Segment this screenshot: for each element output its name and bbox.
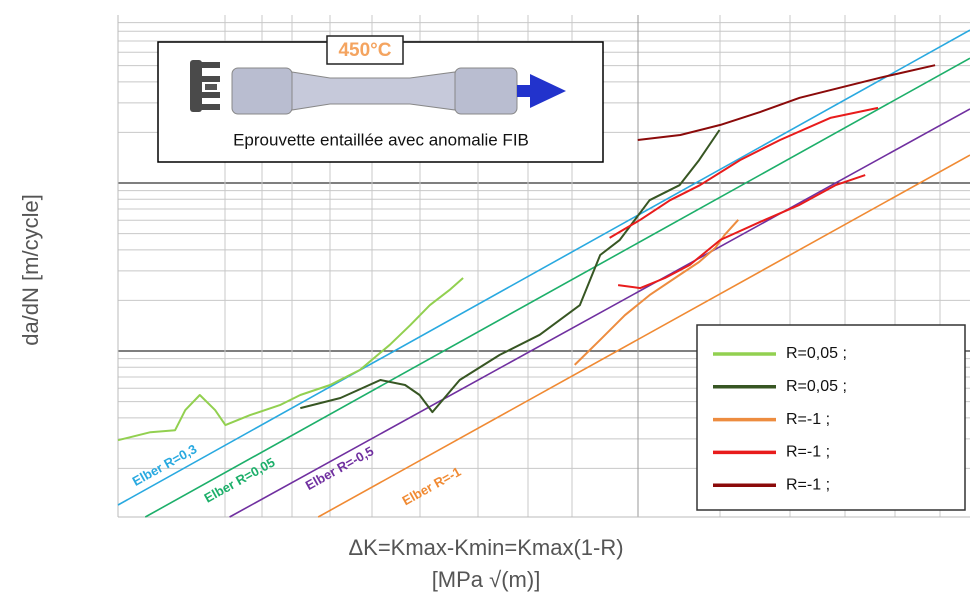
specimen-body — [291, 71, 456, 111]
legend-label: R=-1 ; — [786, 411, 830, 428]
legend-label: R=-1 ; — [786, 476, 830, 493]
inset-caption: Eprouvette entaillée avec anomalie FIB — [233, 130, 529, 149]
elber-line — [144, 57, 970, 518]
specimen-head — [231, 67, 293, 115]
legend-box — [696, 324, 966, 511]
arrow-shaft — [517, 85, 533, 97]
grip — [190, 60, 202, 112]
grip — [205, 84, 217, 90]
grip — [200, 92, 220, 98]
legend-label: R=-1 ; — [786, 444, 830, 461]
data-line — [117, 277, 464, 442]
y-axis-title: da/dN [m/cycle] — [18, 194, 43, 346]
legend-label: R=0,05 ; — [786, 345, 847, 362]
grip — [200, 104, 220, 110]
arrow-head — [530, 74, 566, 108]
elber-label: Elber R=-1 — [400, 464, 464, 508]
temperature: 450°C — [338, 40, 391, 61]
x-axis-unit: [MPa √(m)] — [432, 567, 541, 592]
elber-line — [117, 29, 970, 506]
grip — [200, 76, 220, 82]
inset: 450°C Eprouvette entaillée avec anomalie… — [157, 35, 604, 163]
legend: R=0,05 ; R=0,05 ; R=-1 ; R=-1 ; R=-1 ; — [696, 324, 966, 511]
legend-label: R=0,05 ; — [786, 378, 847, 395]
data-line — [300, 129, 721, 414]
plot-lines — [117, 29, 970, 518]
temperature-box — [326, 35, 404, 65]
elber-line — [317, 154, 970, 518]
data-line — [637, 64, 936, 141]
data-line — [609, 106, 879, 290]
specimen-head — [454, 67, 518, 115]
elber-line — [229, 108, 970, 518]
x-axis-title: ΔK=Kmax-Kmin=Kmax(1-R) — [348, 535, 623, 560]
grip — [200, 62, 220, 68]
